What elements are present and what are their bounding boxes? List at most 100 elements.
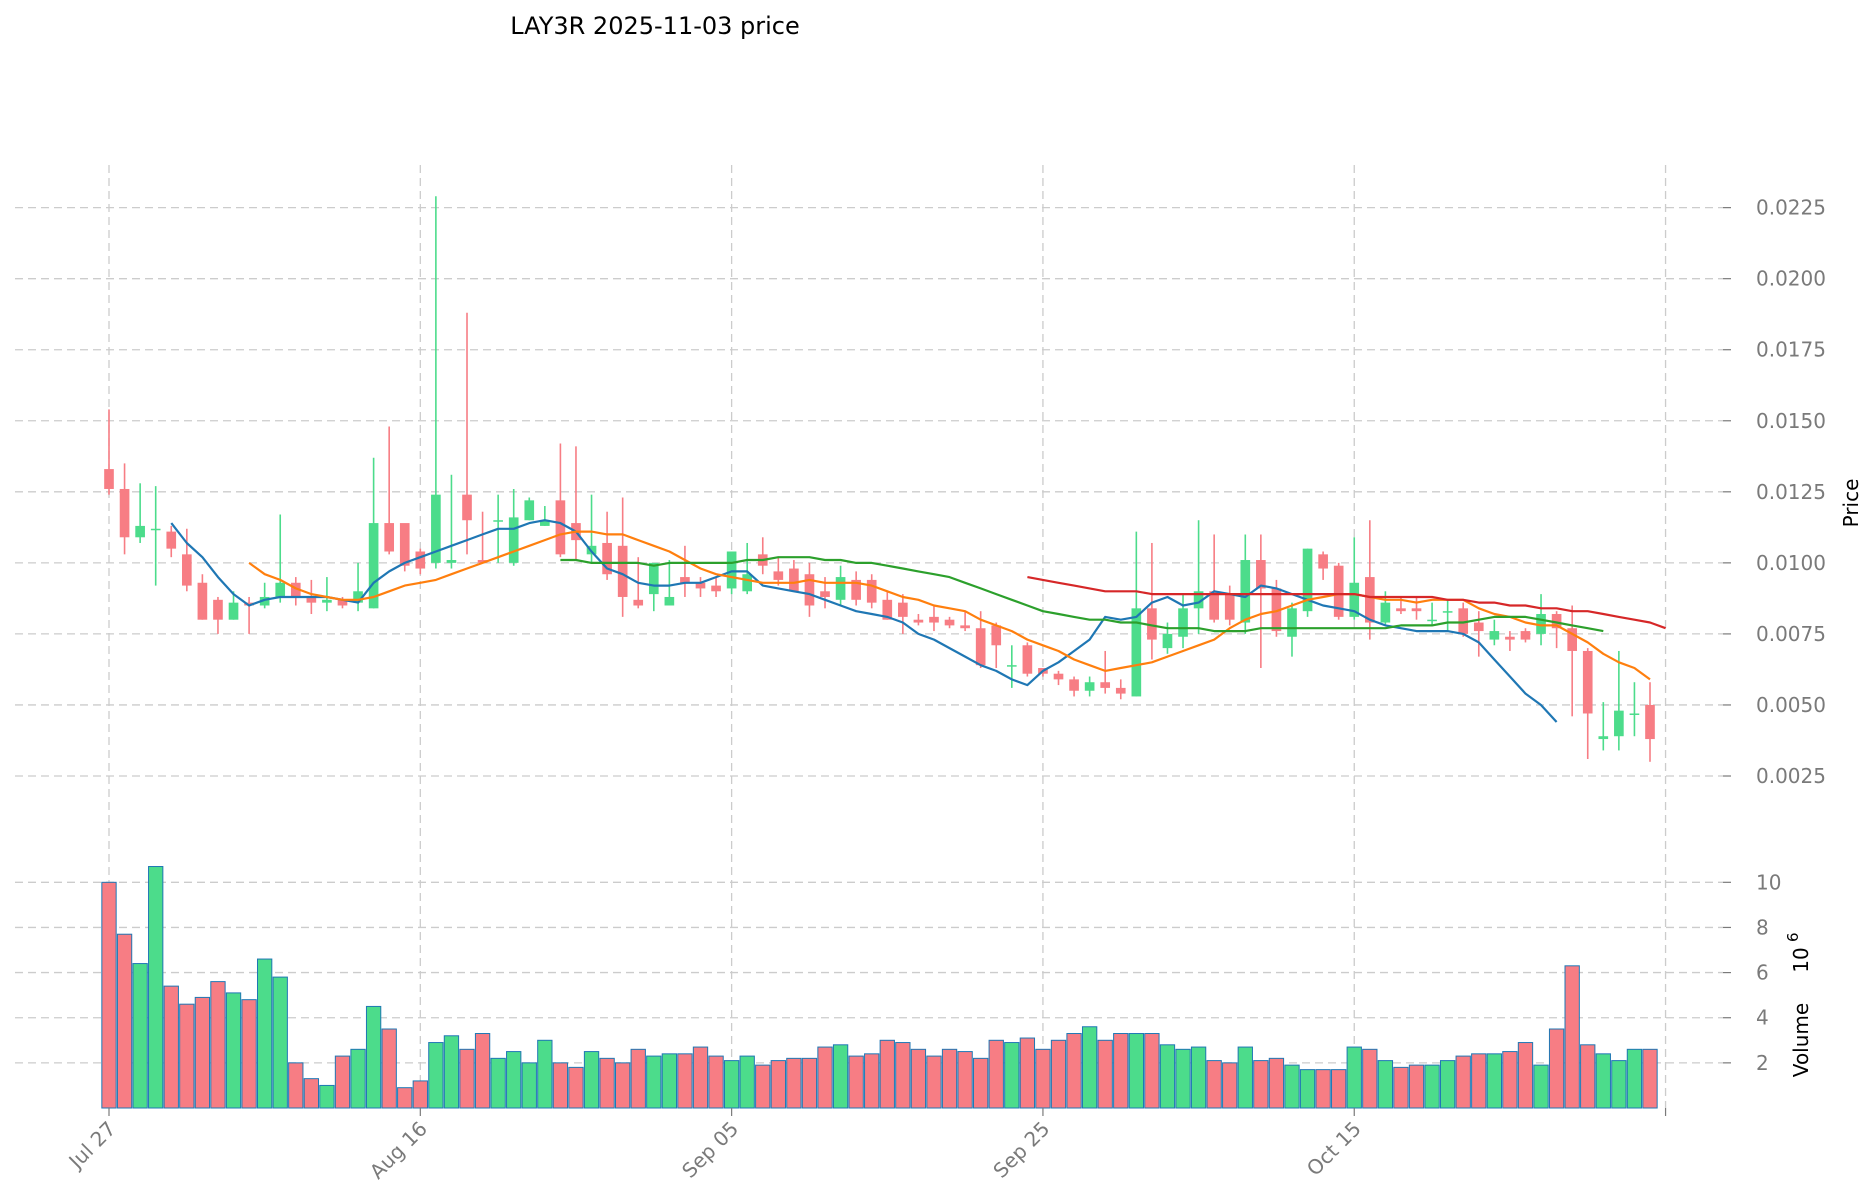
candle-body bbox=[275, 582, 286, 597]
candle-body bbox=[1442, 611, 1453, 613]
volume-bar bbox=[1004, 1042, 1020, 1109]
volume-bars bbox=[101, 866, 1658, 1109]
candle-body bbox=[104, 469, 114, 489]
volume-bar bbox=[1299, 1069, 1316, 1109]
volume-bar bbox=[272, 976, 288, 1109]
price-axis-title: Price bbox=[1839, 479, 1863, 528]
candle-body bbox=[1458, 608, 1469, 634]
volume-bar bbox=[1019, 1037, 1036, 1109]
date-tick-label: Aug 16 bbox=[365, 1117, 432, 1184]
candle-body bbox=[1256, 560, 1266, 589]
candle-body bbox=[415, 551, 426, 569]
volume-axis-title-group: Volume 10 6 bbox=[1784, 932, 1813, 1077]
volume-bar bbox=[817, 1046, 833, 1109]
candle-body bbox=[1131, 608, 1142, 697]
volume-bar bbox=[630, 1048, 646, 1109]
volume-bar bbox=[1144, 1033, 1160, 1109]
volume-bar bbox=[1408, 1064, 1425, 1109]
volume-bar bbox=[319, 1084, 335, 1109]
candle-body bbox=[446, 560, 457, 563]
candle-body bbox=[508, 517, 519, 563]
volume-bar bbox=[552, 1062, 569, 1109]
candle-body bbox=[244, 602, 254, 606]
candle-body bbox=[726, 551, 737, 589]
volume-bar bbox=[646, 1055, 662, 1109]
candle-body bbox=[804, 574, 815, 606]
volume-bar bbox=[179, 1003, 195, 1109]
volume-bar bbox=[1455, 1055, 1471, 1109]
volume-bar bbox=[1486, 1053, 1503, 1109]
volume-bar bbox=[210, 981, 226, 1109]
candle-body bbox=[213, 599, 223, 620]
price-tick-label: 0.0175 bbox=[1756, 338, 1826, 362]
candle-body bbox=[197, 582, 208, 620]
volume-bar bbox=[1315, 1069, 1331, 1109]
candle-body bbox=[166, 531, 177, 549]
volume-bar bbox=[1533, 1064, 1549, 1109]
chart-title: LAY3R 2025-11-03 price bbox=[510, 12, 800, 40]
candle-body bbox=[1364, 577, 1375, 623]
candle-body bbox=[711, 585, 721, 592]
candle-body bbox=[1614, 710, 1624, 737]
volume-bar bbox=[1113, 1033, 1129, 1109]
volume-bar bbox=[1128, 1033, 1144, 1109]
volume-bar bbox=[1548, 1028, 1565, 1109]
candle-body bbox=[602, 542, 612, 575]
candle-body bbox=[1505, 636, 1515, 640]
candle-body bbox=[228, 602, 239, 620]
candle-body bbox=[119, 488, 130, 538]
volume-tick-label: 2 bbox=[1756, 1051, 1769, 1075]
volume-bar bbox=[381, 1028, 397, 1109]
candle-body bbox=[150, 528, 161, 531]
volume-bar bbox=[723, 1060, 740, 1109]
candle-body bbox=[493, 520, 503, 522]
volume-bar bbox=[1237, 1046, 1253, 1109]
candle-body bbox=[991, 625, 1002, 646]
volume-axis-title: Volume bbox=[1789, 1003, 1813, 1077]
volume-bar bbox=[288, 1062, 304, 1109]
volume-bar bbox=[832, 1044, 849, 1109]
price-tick-label: 0.0150 bbox=[1756, 409, 1826, 433]
candle-body bbox=[929, 616, 939, 623]
candle-body bbox=[773, 571, 784, 580]
candle-body bbox=[1271, 588, 1282, 632]
volume-bar bbox=[1502, 1051, 1518, 1109]
candle-body bbox=[322, 599, 332, 603]
date-tick-label: Jul 27 bbox=[63, 1117, 121, 1175]
volume-bar bbox=[739, 1055, 755, 1109]
candle-body bbox=[944, 619, 955, 626]
candle-body bbox=[1427, 619, 1437, 622]
volume-bar bbox=[1642, 1048, 1658, 1109]
candle-body bbox=[1318, 554, 1328, 569]
candle-body bbox=[306, 596, 317, 603]
candle-body bbox=[835, 577, 846, 600]
candle-body bbox=[913, 619, 924, 623]
candle-body bbox=[789, 568, 799, 592]
candle-body bbox=[368, 523, 379, 609]
volume-bar bbox=[1050, 1039, 1067, 1109]
volume-bar bbox=[1268, 1057, 1285, 1109]
volume-bar bbox=[1377, 1060, 1394, 1109]
candle-body bbox=[1411, 608, 1422, 612]
candle-body bbox=[353, 591, 363, 603]
candle-body bbox=[820, 591, 830, 597]
volume-tick-label: 4 bbox=[1756, 1006, 1769, 1030]
volume-bar bbox=[770, 1060, 786, 1109]
volume-bar bbox=[163, 985, 179, 1109]
volume-bar bbox=[490, 1057, 506, 1109]
candle-body bbox=[477, 560, 488, 563]
volume-bar bbox=[241, 999, 257, 1109]
volume-bar bbox=[615, 1062, 631, 1109]
volume-bar bbox=[397, 1087, 413, 1109]
date-tick-label: Oct 15 bbox=[1302, 1117, 1366, 1181]
volume-bar bbox=[801, 1057, 818, 1109]
candle-body bbox=[1333, 565, 1344, 617]
candle-body bbox=[1147, 608, 1157, 640]
volume-bar bbox=[708, 1055, 724, 1109]
volume-bar bbox=[1564, 965, 1580, 1109]
price-candles bbox=[104, 196, 1655, 762]
volume-bar bbox=[1595, 1053, 1611, 1109]
date-tick-label: Sep 25 bbox=[988, 1117, 1054, 1183]
volume-bar bbox=[148, 866, 164, 1109]
